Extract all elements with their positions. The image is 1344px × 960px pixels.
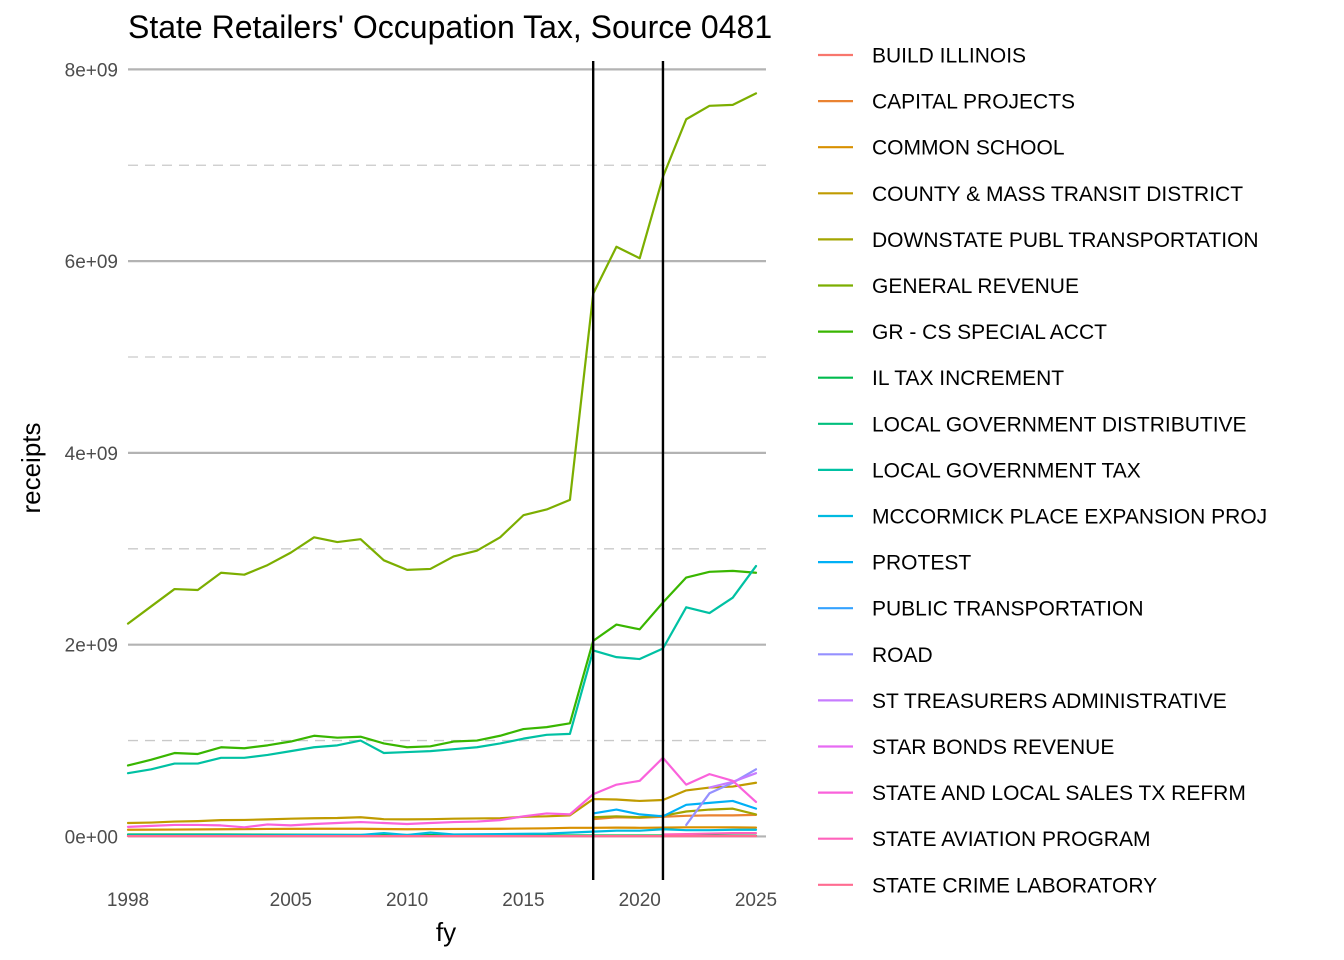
- y-axis-title: receipts: [16, 422, 46, 513]
- series-line-road: [685, 768, 758, 827]
- legend-item: ROAD: [818, 644, 933, 667]
- x-tick-label: 2015: [502, 890, 544, 911]
- y-tick-label: 6e+09: [65, 252, 118, 273]
- legend-label: BUILD ILLINOIS: [872, 45, 1026, 68]
- y-axis-ticks: 0e+00 2e+09 4e+09 6e+09 8e+09: [65, 60, 118, 848]
- legend-label: LOCAL GOVERNMENT DISTRIBUTIVE: [872, 413, 1247, 436]
- x-axis-ticks: 1998 2005 2010 2015 2020 2025: [107, 890, 777, 911]
- legend-item: STATE AND LOCAL SALES TX REFRM: [818, 782, 1246, 805]
- series-line-common-school: [126, 826, 758, 831]
- legend-label: GENERAL REVENUE: [872, 275, 1079, 298]
- x-tick-label: 2020: [619, 890, 661, 911]
- legend-item: PROTEST: [818, 552, 971, 575]
- legend-item: STATE AVIATION PROGRAM: [818, 828, 1150, 851]
- legend-label: STATE AND LOCAL SALES TX REFRM: [872, 782, 1246, 805]
- legend-label: LOCAL GOVERNMENT TAX: [872, 459, 1141, 482]
- x-tick-label: 2025: [735, 890, 777, 911]
- series-line-downstate-publ-transportation: [592, 807, 758, 819]
- y-tick-label: 8e+09: [65, 60, 118, 81]
- x-tick-label: 1998: [107, 890, 149, 911]
- legend-item: MCCORMICK PLACE EXPANSION PROJ: [818, 506, 1267, 529]
- legend-item: GR - CS SPECIAL ACCT: [818, 321, 1107, 344]
- legend-label: COMMON SCHOOL: [872, 137, 1065, 160]
- legend-label: CAPITAL PROJECTS: [872, 91, 1075, 114]
- legend-item: COMMON SCHOOL: [818, 137, 1065, 160]
- grid: [128, 68, 766, 838]
- legend-item: LOCAL GOVERNMENT TAX: [818, 459, 1141, 482]
- legend-label: PROTEST: [872, 552, 971, 575]
- series-line-local-government-tax: [126, 564, 758, 775]
- legend-item: STAR BONDS REVENUE: [818, 736, 1114, 759]
- legend-label: PUBLIC TRANSPORTATION: [872, 598, 1144, 621]
- series-line-protest: [592, 799, 758, 818]
- legend-item: STATE CRIME LABORATORY: [818, 874, 1157, 897]
- series-line-gr-cs-special-acct: [126, 569, 758, 767]
- y-tick-label: 4e+09: [65, 444, 118, 465]
- legend-item: COUNTY & MASS TRANSIT DISTRICT: [818, 183, 1243, 206]
- legend-label: ST TREASURERS ADMINISTRATIVE: [872, 690, 1227, 713]
- legend-label: DOWNSTATE PUBL TRANSPORTATION: [872, 229, 1259, 252]
- legend-label: COUNTY & MASS TRANSIT DISTRICT: [872, 183, 1243, 206]
- y-tick-label: 0e+00: [65, 827, 118, 848]
- legend-item: GENERAL REVENUE: [818, 275, 1079, 298]
- chart-title: State Retailers' Occupation Tax, Source …: [128, 9, 772, 45]
- legend-label: STAR BONDS REVENUE: [872, 736, 1114, 759]
- legend-label: STATE CRIME LABORATORY: [872, 874, 1157, 897]
- legend-label: IL TAX INCREMENT: [872, 367, 1064, 390]
- x-tick-label: 2010: [386, 890, 428, 911]
- legend: BUILD ILLINOIS CAPITAL PROJECTS COMMON SCH…: [818, 45, 1267, 897]
- x-axis-title: fy: [436, 917, 456, 947]
- legend-item: IL TAX INCREMENT: [818, 367, 1064, 390]
- reference-lines: [591, 61, 665, 880]
- legend-item: BUILD ILLINOIS: [818, 45, 1026, 68]
- series-line-state-and-local-sales-tx-refrm: [126, 756, 758, 829]
- series-line-general-revenue: [126, 92, 758, 625]
- legend-item: LOCAL GOVERNMENT DISTRIBUTIVE: [818, 413, 1247, 436]
- legend-item: DOWNSTATE PUBL TRANSPORTATION: [818, 229, 1259, 252]
- legend-item: CAPITAL PROJECTS: [818, 91, 1075, 114]
- legend-item: ST TREASURERS ADMINISTRATIVE: [818, 690, 1227, 713]
- legend-label: ROAD: [872, 644, 933, 667]
- series-line-county-mass-transit-district: [126, 781, 758, 825]
- legend-label: STATE AVIATION PROGRAM: [872, 828, 1150, 851]
- series-line-state-aviation-program: [661, 831, 758, 836]
- legend-label: GR - CS SPECIAL ACCT: [872, 321, 1107, 344]
- x-tick-label: 2005: [270, 890, 312, 911]
- y-tick-label: 2e+09: [65, 636, 118, 657]
- legend-label: MCCORMICK PLACE EXPANSION PROJ: [872, 506, 1267, 529]
- series-layer: [126, 92, 758, 838]
- legend-item: PUBLIC TRANSPORTATION: [818, 598, 1144, 621]
